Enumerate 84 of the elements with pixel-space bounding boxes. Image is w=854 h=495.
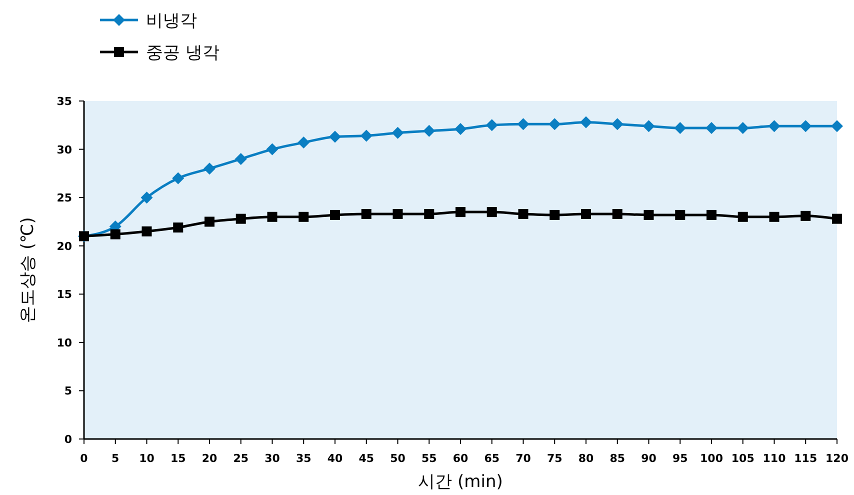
point bbox=[831, 120, 843, 132]
x-tick-label: 25 bbox=[233, 452, 249, 465]
point bbox=[172, 172, 184, 184]
point bbox=[769, 212, 780, 222]
x-tick-label: 30 bbox=[264, 452, 280, 465]
x-tick-label: 45 bbox=[358, 452, 374, 465]
point bbox=[580, 116, 592, 128]
x-tick-label: 35 bbox=[296, 452, 312, 465]
point bbox=[236, 214, 246, 224]
x-tick-label: 40 bbox=[327, 452, 343, 465]
point bbox=[360, 130, 372, 142]
x-tick-label: 115 bbox=[794, 452, 818, 465]
x-tick-label: 15 bbox=[170, 452, 186, 465]
point bbox=[110, 229, 120, 240]
point bbox=[706, 122, 718, 134]
point bbox=[298, 136, 310, 149]
point bbox=[675, 210, 686, 220]
point bbox=[173, 222, 184, 233]
point bbox=[800, 210, 811, 221]
y-tick-label: 15 bbox=[56, 288, 72, 302]
y-tick-label: 25 bbox=[56, 192, 72, 205]
point bbox=[736, 122, 749, 134]
x-tick-label: 20 bbox=[202, 452, 218, 465]
point bbox=[204, 216, 214, 227]
y-tick-label: 35 bbox=[56, 95, 72, 108]
point bbox=[234, 152, 247, 165]
point bbox=[267, 212, 278, 222]
point bbox=[330, 210, 340, 220]
point bbox=[392, 126, 404, 139]
x-tick-label: 95 bbox=[672, 452, 688, 465]
point bbox=[298, 212, 309, 222]
x-tick-label: 60 bbox=[452, 452, 468, 465]
point bbox=[329, 130, 341, 143]
point bbox=[454, 123, 466, 136]
y-tick-label: 30 bbox=[56, 143, 72, 156]
x-axis-title: 시간 (min) bbox=[418, 472, 503, 492]
point bbox=[738, 212, 748, 222]
point bbox=[142, 226, 152, 236]
point bbox=[674, 122, 686, 134]
y-tick-label: 10 bbox=[56, 336, 72, 350]
point bbox=[832, 214, 842, 224]
legend-label: 비냉각 bbox=[146, 11, 197, 31]
x-tick-label: 85 bbox=[610, 452, 626, 465]
point bbox=[581, 208, 591, 219]
point bbox=[611, 118, 624, 130]
y-axis-title: 온도상승 (℃) bbox=[18, 217, 38, 323]
x-tick-label: 80 bbox=[578, 452, 594, 465]
point bbox=[800, 120, 812, 132]
point bbox=[768, 120, 780, 132]
point bbox=[517, 118, 530, 130]
x-tick-label: 10 bbox=[139, 452, 155, 465]
point bbox=[266, 143, 278, 156]
point bbox=[424, 208, 434, 219]
x-tick-label: 110 bbox=[762, 452, 786, 465]
point bbox=[361, 208, 372, 219]
point bbox=[518, 208, 528, 219]
x-tick-label: 70 bbox=[516, 452, 532, 465]
point bbox=[548, 118, 561, 130]
x-tick-label: 100 bbox=[700, 452, 724, 465]
point bbox=[644, 210, 654, 220]
point bbox=[642, 120, 655, 132]
point bbox=[550, 210, 560, 220]
point bbox=[423, 124, 436, 137]
y-tick-label: 20 bbox=[56, 240, 72, 253]
point bbox=[612, 208, 622, 219]
point bbox=[486, 119, 498, 132]
x-tick-label: 50 bbox=[390, 452, 406, 465]
point bbox=[140, 192, 153, 204]
x-tick-label: 0 bbox=[80, 452, 88, 465]
x-tick-label: 5 bbox=[112, 452, 120, 465]
point bbox=[706, 210, 716, 220]
point bbox=[456, 207, 466, 218]
x-tick-label: 75 bbox=[546, 452, 562, 465]
point bbox=[486, 207, 497, 218]
x-tick-label: 65 bbox=[484, 452, 500, 465]
x-tick-label: 105 bbox=[731, 452, 754, 465]
point bbox=[392, 208, 403, 219]
y-tick-label: 0 bbox=[64, 433, 72, 446]
x-tick-label: 90 bbox=[641, 452, 657, 465]
x-tick-label: 120 bbox=[826, 452, 849, 465]
legend-label: 중공 냉각 bbox=[146, 43, 220, 63]
point bbox=[204, 162, 216, 175]
y-tick-label: 5 bbox=[64, 384, 72, 398]
x-tick-label: 55 bbox=[421, 452, 437, 465]
